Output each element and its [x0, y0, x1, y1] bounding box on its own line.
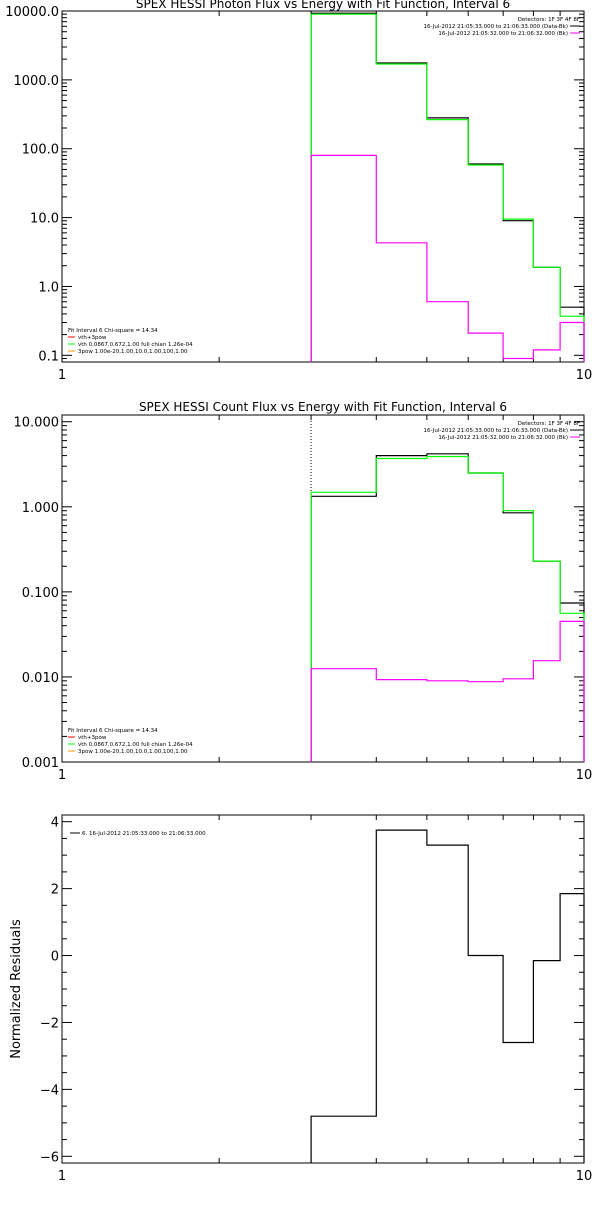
x-tick-label: 1 — [58, 368, 66, 383]
series-2-step-line — [310, 620, 585, 762]
plot-frame — [61, 814, 585, 1164]
y-tick-label: 4 — [51, 816, 59, 831]
y-tick-label: −6 — [40, 1150, 59, 1165]
series-2-step-line — [310, 154, 585, 362]
legend-detectors-header: Detectors: 1F 3F 4F 8F — [518, 17, 580, 23]
legend-fit-header: Fit Interval 6 Chi-square = 14.34 — [68, 728, 158, 734]
legend-entry-text: vth 0.0867,0.672,1.00 full chian 1.26e-0… — [78, 342, 193, 348]
y-tick-label: 10.0 — [30, 212, 59, 227]
legend-entry-text: 16-Jul-2012 21:05:33.000 to 21:06:33.000… — [424, 24, 569, 30]
y-tick-label: −4 — [40, 1083, 59, 1098]
y-tick-label: 1.000 — [22, 501, 59, 516]
y-tick-label: 1.0 — [38, 280, 59, 295]
y-tick-label: 10000.0 — [5, 5, 59, 20]
plot-frame — [61, 10, 585, 363]
x-tick-label: 10 — [576, 1169, 593, 1184]
legend-entry-text: vth 0.0867,0.672,1.00 full chian 1.26e-0… — [78, 742, 193, 748]
series-0-step-line — [310, 12, 585, 362]
chart-title: SPEX HESSI Count Flux vs Energy with Fit… — [139, 400, 507, 414]
series-0-step-line — [310, 829, 585, 1163]
legend-entry-text: 16-Jul-2012 21:05:33.000 to 21:06:33.000… — [424, 428, 569, 434]
legend-entry-text: 3pow 1.00e-20,1.00,10.0,1.00,100,1.00 — [78, 749, 188, 755]
y-tick-label: 10.000 — [14, 416, 60, 431]
x-tick-label: 1 — [58, 768, 66, 783]
plot-frame — [61, 414, 585, 763]
y-tick-label: −2 — [40, 1016, 59, 1031]
legend-entry-text: 3pow 1.00e-20,1.00,10.0,1.00,100,1.00 — [78, 349, 188, 355]
y-tick-label: 1000.0 — [14, 74, 60, 89]
chart-title: SPEX HESSI Photon Flux vs Energy with Fi… — [136, 0, 510, 11]
legend-detectors-header: Detectors: 1F 3F 4F 8F — [518, 421, 580, 427]
legend-entry-text: 6. 16-Jul-2012 21:05:33.000 to 21:06:33.… — [82, 831, 206, 837]
y-tick-label: 0.1 — [38, 349, 59, 364]
x-tick-label: 1 — [58, 1169, 66, 1184]
y-tick-label: 0.001 — [22, 756, 59, 771]
y-tick-label: 0.100 — [22, 586, 59, 601]
y-tick-label: 2 — [51, 883, 59, 898]
x-tick-label: 10 — [576, 768, 593, 783]
y-tick-label: 100.0 — [22, 143, 59, 158]
legend-entry-text: 16-Jul-2012 21:05:32.000 to 21:06:32.000… — [438, 31, 568, 37]
y-axis-label: Normalized Residuals — [9, 919, 24, 1059]
series-1-step-line — [310, 13, 585, 362]
series-1-step-line — [310, 455, 585, 762]
legend-entry-text: vth+3pow — [78, 735, 107, 741]
y-tick-label: 0 — [51, 950, 59, 965]
legend-fit-header: Fit Interval 6 Chi-square = 14.34 — [68, 328, 158, 334]
x-tick-label: 10 — [576, 368, 593, 383]
legend-entry-text: vth+3pow — [78, 335, 107, 341]
y-tick-label: 0.010 — [22, 671, 59, 686]
series-0-step-line — [310, 453, 585, 762]
legend-entry-text: 16-Jul-2012 21:05:32.000 to 21:06:32.000… — [438, 435, 568, 441]
